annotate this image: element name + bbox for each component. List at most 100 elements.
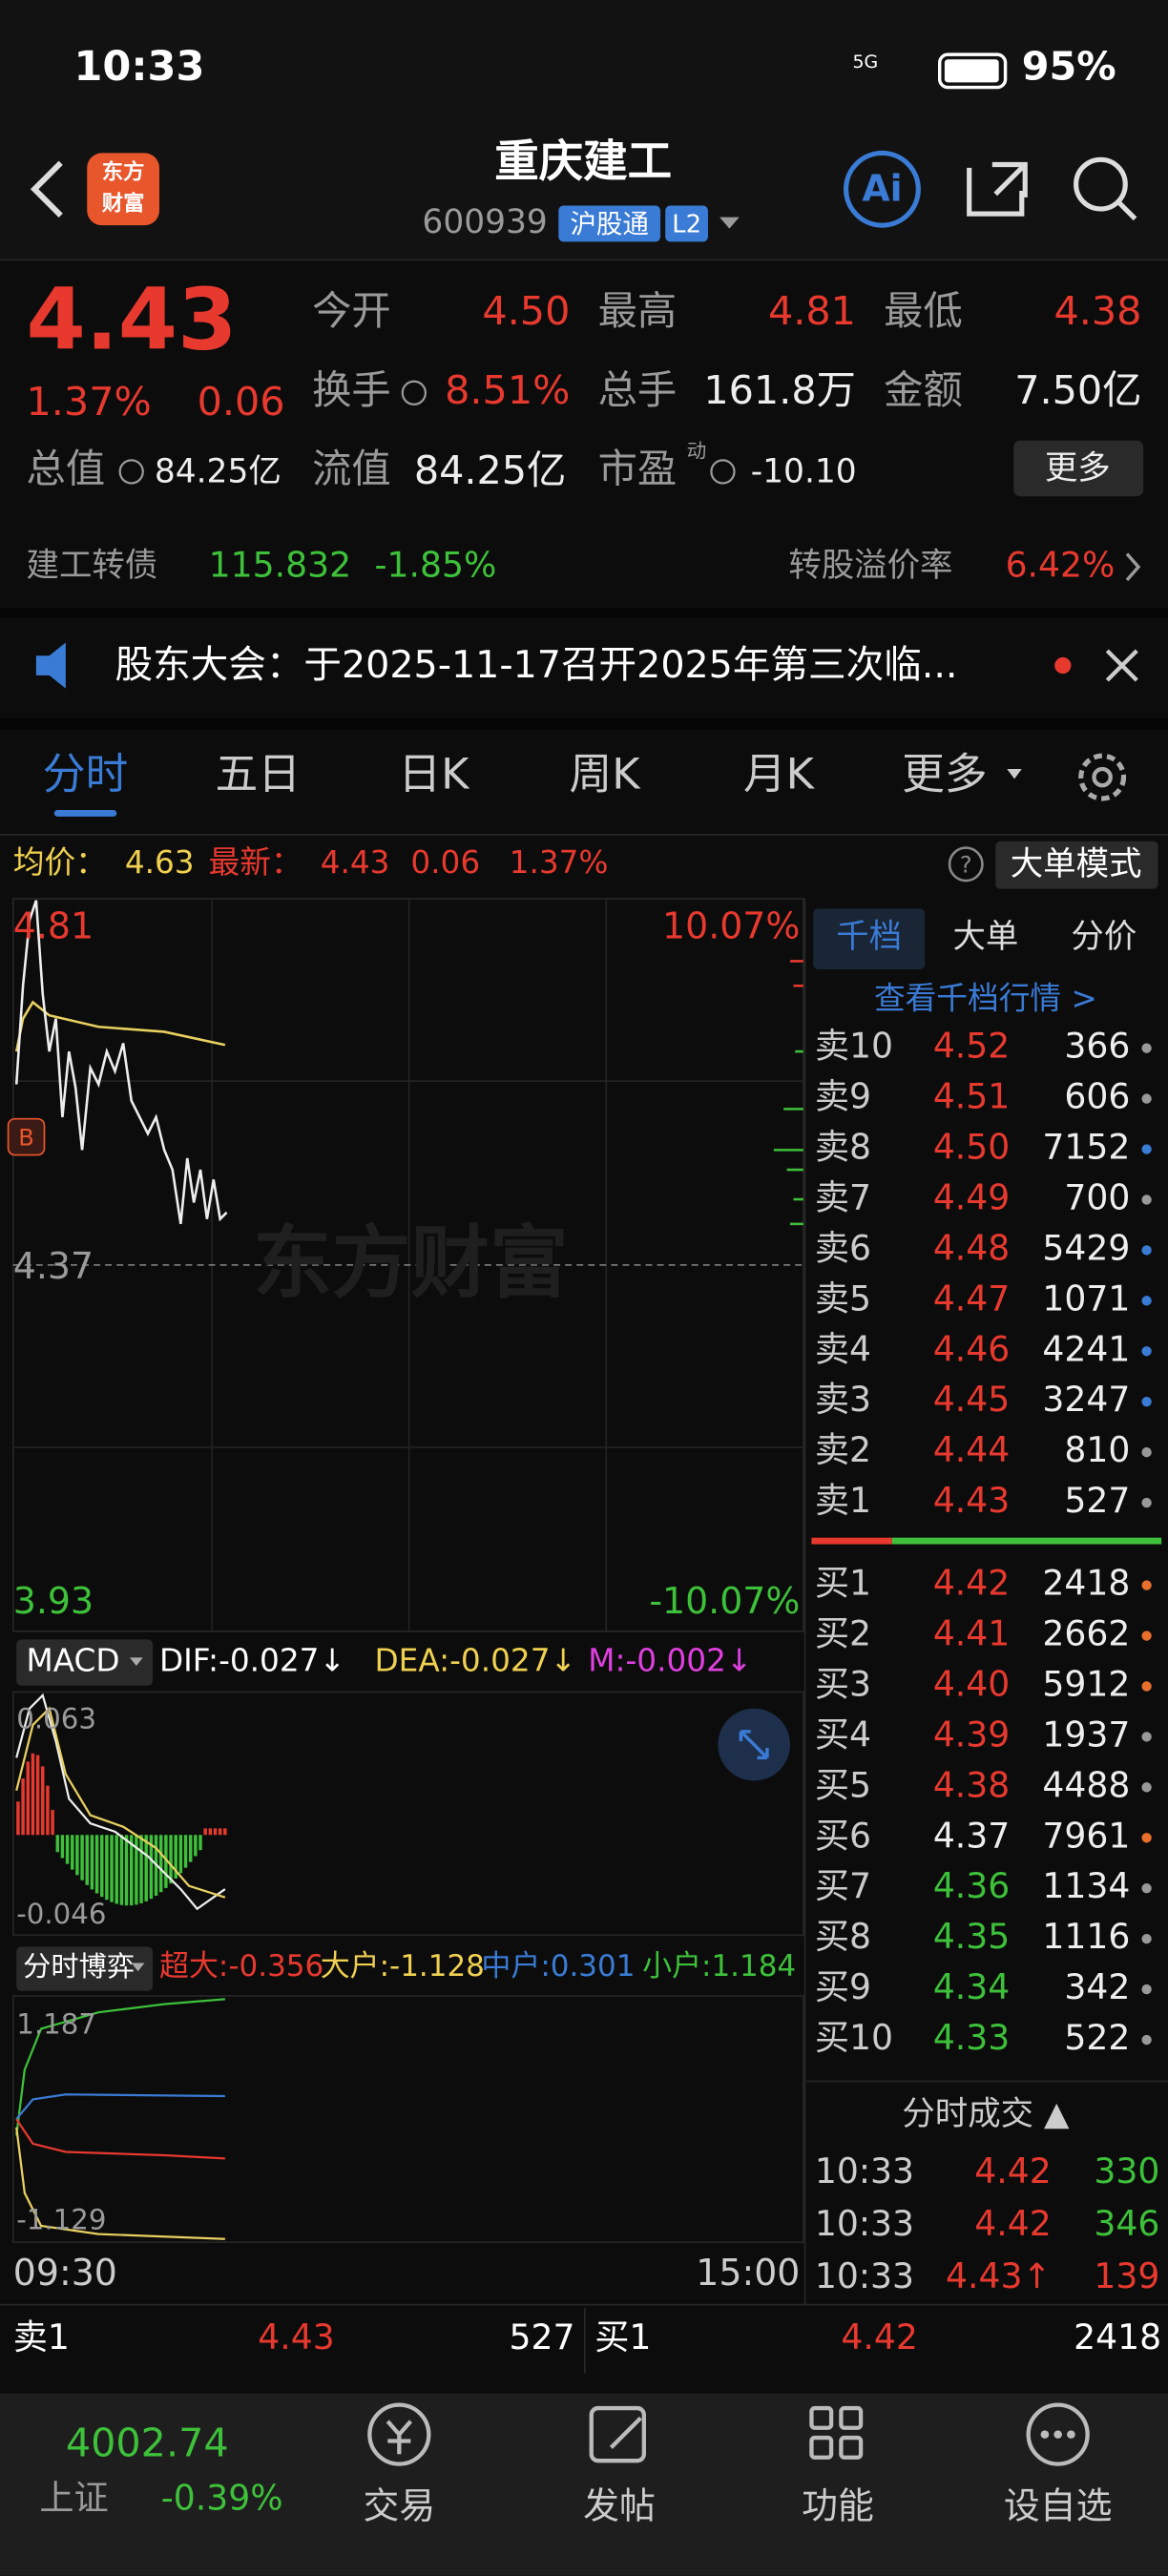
macd-bar — [85, 1835, 89, 1885]
tab[interactable]: 月K — [743, 749, 816, 800]
search-button[interactable] — [1074, 156, 1128, 212]
superscript: 动 — [687, 440, 707, 463]
y-low: 3.93 — [13, 1580, 94, 1622]
level-volume: 1116 — [1042, 1916, 1130, 1957]
macd-bar — [115, 1835, 118, 1904]
level-label: 卖10 — [815, 1026, 893, 1067]
price: 4.43 — [27, 271, 238, 370]
tab[interactable]: 五日 — [216, 749, 302, 800]
stat-label: 最低 — [884, 288, 963, 334]
level-price: 4.52 — [933, 1026, 1010, 1067]
stat-label: 总手 — [598, 367, 678, 413]
battery-level — [944, 59, 999, 83]
close-button[interactable] — [1105, 649, 1138, 682]
flow-large: 大户:-1.128 — [321, 1949, 485, 1984]
m: M:-0.002↓ — [588, 1643, 752, 1679]
nav-icons — [367, 2402, 1090, 2466]
book-link[interactable]: 查看千档行情 > — [874, 981, 1097, 1017]
stat-value: 4.81 — [768, 288, 856, 334]
macd-bar — [46, 1785, 50, 1836]
ai-button[interactable] — [844, 150, 921, 228]
more-button[interactable] — [1013, 440, 1144, 497]
flow-name[interactable]: 分时博弈 — [23, 1950, 135, 1983]
level-volume: 1071 — [1042, 1278, 1130, 1319]
nav-dots — [1040, 2430, 1075, 2439]
pct-high: 10.07% — [662, 904, 800, 946]
level-price: 4.41 — [933, 1613, 1010, 1654]
logo-text: 东方 — [102, 159, 145, 185]
level-volume: 7961 — [1042, 1815, 1130, 1856]
nav-item[interactable]: 发帖 — [583, 2485, 656, 2527]
macd-bar — [51, 1810, 54, 1836]
clock: 10:33 — [73, 43, 204, 91]
level-label: 卖4 — [815, 1328, 871, 1369]
level-volume: 2418 — [1042, 1563, 1130, 1604]
badge: 沪股通 — [570, 209, 649, 239]
macd-bar — [110, 1835, 114, 1902]
level-dot — [1141, 1195, 1152, 1205]
nav-item[interactable]: 功能 — [802, 2485, 874, 2527]
level-dot — [1141, 1043, 1152, 1053]
macd-bar — [16, 1801, 20, 1836]
level-price: 4.46 — [933, 1328, 1010, 1369]
tab[interactable]: 分时 — [43, 749, 129, 800]
time-start: 09:30 — [13, 2252, 117, 2294]
level-volume: 606 — [1064, 1076, 1130, 1117]
level-price: 4.34 — [933, 1966, 1010, 2007]
level-label: 买2 — [815, 1613, 871, 1654]
small-line — [15, 1998, 225, 2136]
level-volume: 810 — [1064, 1429, 1130, 1470]
share-button[interactable] — [967, 161, 1028, 217]
level-volume: 4241 — [1042, 1328, 1130, 1369]
tab[interactable]: 周K — [569, 749, 641, 800]
indicator-name[interactable]: MACD — [27, 1643, 120, 1679]
stat-value: 4.50 — [482, 288, 570, 334]
mode-label[interactable]: 大单模式 — [1011, 845, 1142, 883]
book-tab[interactable]: 千档 — [836, 918, 902, 956]
flow-select[interactable] — [16, 1946, 154, 1991]
book-tab[interactable]: 大单 — [952, 918, 1018, 956]
level-price: 4.45 — [933, 1379, 1010, 1420]
more-label[interactable]: 更多 — [1045, 449, 1111, 488]
latest-label: 最新： — [209, 844, 302, 881]
level-label: 买7 — [815, 1865, 871, 1906]
tab[interactable]: 更多 — [902, 749, 987, 800]
bq-label: 卖1 — [13, 2316, 70, 2358]
index-name: 上证 — [39, 2477, 108, 2518]
level-dot — [1141, 1144, 1152, 1154]
notice[interactable]: 股东大会：于2025-11-17召开2025年第三次临... — [115, 643, 958, 687]
latest-change: 0.06 — [410, 844, 480, 881]
stock-name: 重庆建工 — [494, 135, 672, 187]
help-circle[interactable] — [948, 846, 984, 883]
level-price: 4.33 — [933, 2017, 1010, 2058]
nav-item[interactable]: 设自选 — [1004, 2485, 1113, 2527]
dropdown — [130, 1657, 143, 1666]
back-button[interactable] — [30, 160, 63, 218]
flow-mid: 中户:0.301 — [481, 1949, 635, 1984]
trades-title[interactable]: 分时成交 ▲ — [902, 2095, 1070, 2133]
chevron — [1125, 552, 1141, 582]
info-icon — [710, 459, 736, 485]
index-value[interactable]: 4002.74 — [66, 2420, 229, 2466]
settings-core — [1092, 766, 1113, 788]
stat-label: 总值 — [27, 446, 106, 491]
dif: DIF:-0.027↓ — [159, 1643, 345, 1679]
macd-bottom: -0.046 — [16, 1898, 106, 1930]
indicator-select[interactable] — [16, 1639, 154, 1686]
bq-price: 4.43 — [258, 2316, 334, 2358]
settings-button[interactable] — [1078, 753, 1127, 801]
bond-name: 建工转债 — [27, 547, 158, 585]
level-volume: 5429 — [1042, 1227, 1130, 1268]
tab[interactable]: 日K — [398, 749, 470, 800]
macd-bar — [183, 1835, 188, 1868]
level-volume: 3247 — [1042, 1379, 1130, 1420]
mode-button[interactable] — [995, 841, 1158, 889]
stat-value: -10.10 — [751, 453, 857, 491]
ask-ratio — [811, 1537, 892, 1545]
book-tab[interactable]: 分价 — [1071, 918, 1137, 956]
change: 0.06 — [198, 379, 285, 425]
nav-item[interactable]: 交易 — [363, 2485, 435, 2527]
macd-bar — [144, 1835, 148, 1901]
level-dot — [1141, 1346, 1152, 1357]
